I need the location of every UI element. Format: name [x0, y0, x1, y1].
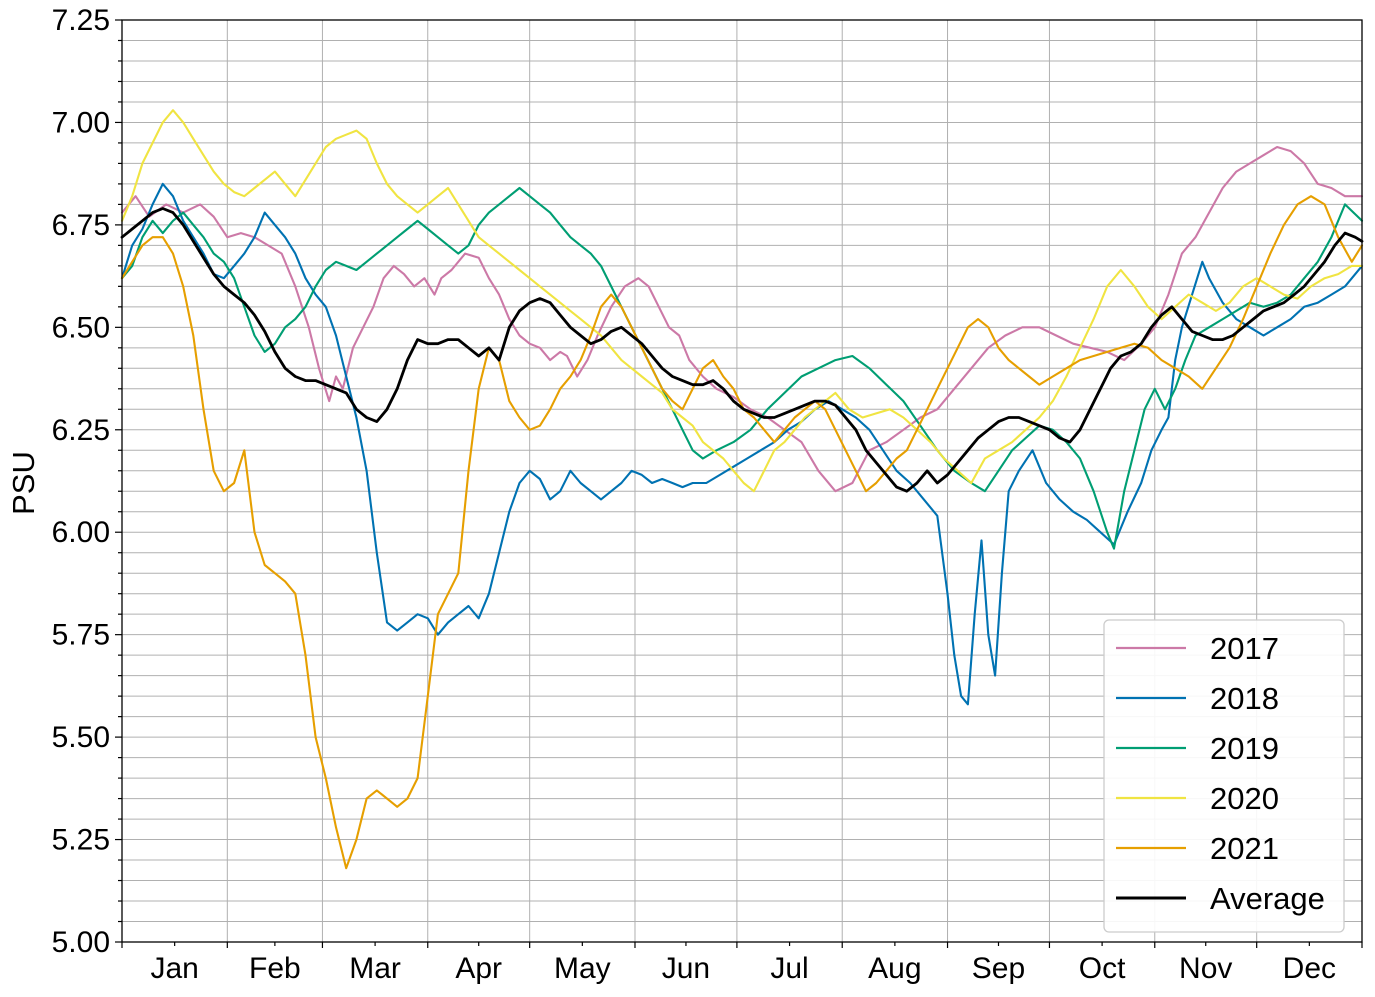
legend-label: 2020 — [1210, 781, 1279, 816]
x-tick-label: Mar — [349, 952, 401, 985]
legend-label: 2017 — [1210, 631, 1279, 666]
series-line-average — [120, 207, 1364, 493]
y-tick-label: 7.00 — [52, 106, 110, 139]
series-line-2021 — [120, 195, 1364, 870]
legend-label: 2019 — [1210, 731, 1279, 766]
x-axis: Jan Feb Mar Apr May Jun Jul Aug Sep Oct Nov Dec — [121, 942, 1363, 985]
legend-label: 2018 — [1210, 681, 1279, 716]
y-tick-label: 7.25 — [52, 4, 110, 37]
y-tick-label: 6.00 — [52, 516, 110, 549]
legend: 2017 2018 2019 2020 2021 Average — [1103, 619, 1345, 933]
y-axis-title: PSU — [6, 451, 41, 515]
x-tick-label: Aug — [868, 952, 921, 985]
x-tick-label: Sep — [972, 952, 1025, 985]
x-tick-label: Feb — [249, 952, 301, 985]
legend-label: Average — [1210, 881, 1325, 916]
y-tick-label: 6.25 — [52, 414, 110, 447]
series-lines — [120, 109, 1364, 870]
x-tick-label: Oct — [1079, 952, 1126, 985]
x-tick-label: Jun — [662, 952, 710, 985]
y-tick-label: 6.75 — [52, 209, 110, 242]
y-tick-label: 5.75 — [52, 619, 110, 652]
y-axis: 5.00 5.25 5.50 5.75 6.00 6.25 6.50 6.75 7.00 7.25 — [52, 4, 122, 959]
y-tick-label: 5.25 — [52, 824, 110, 857]
series-line-2017 — [120, 145, 1364, 493]
x-tick-label: Jul — [770, 952, 808, 985]
series-line-2020 — [120, 109, 1364, 493]
x-tick-label: Nov — [1179, 952, 1232, 985]
x-tick-label: Dec — [1283, 952, 1336, 985]
y-tick-label: 5.50 — [52, 721, 110, 754]
x-tick-label: Jan — [150, 952, 198, 985]
plot-frame — [121, 19, 1363, 943]
x-tick-label: Apr — [455, 952, 502, 985]
x-tick-label: May — [554, 952, 611, 985]
y-tick-label: 6.50 — [52, 311, 110, 344]
y-tick-label: 5.00 — [52, 926, 110, 959]
axes — [121, 19, 1363, 943]
legend-label: 2021 — [1210, 831, 1279, 866]
